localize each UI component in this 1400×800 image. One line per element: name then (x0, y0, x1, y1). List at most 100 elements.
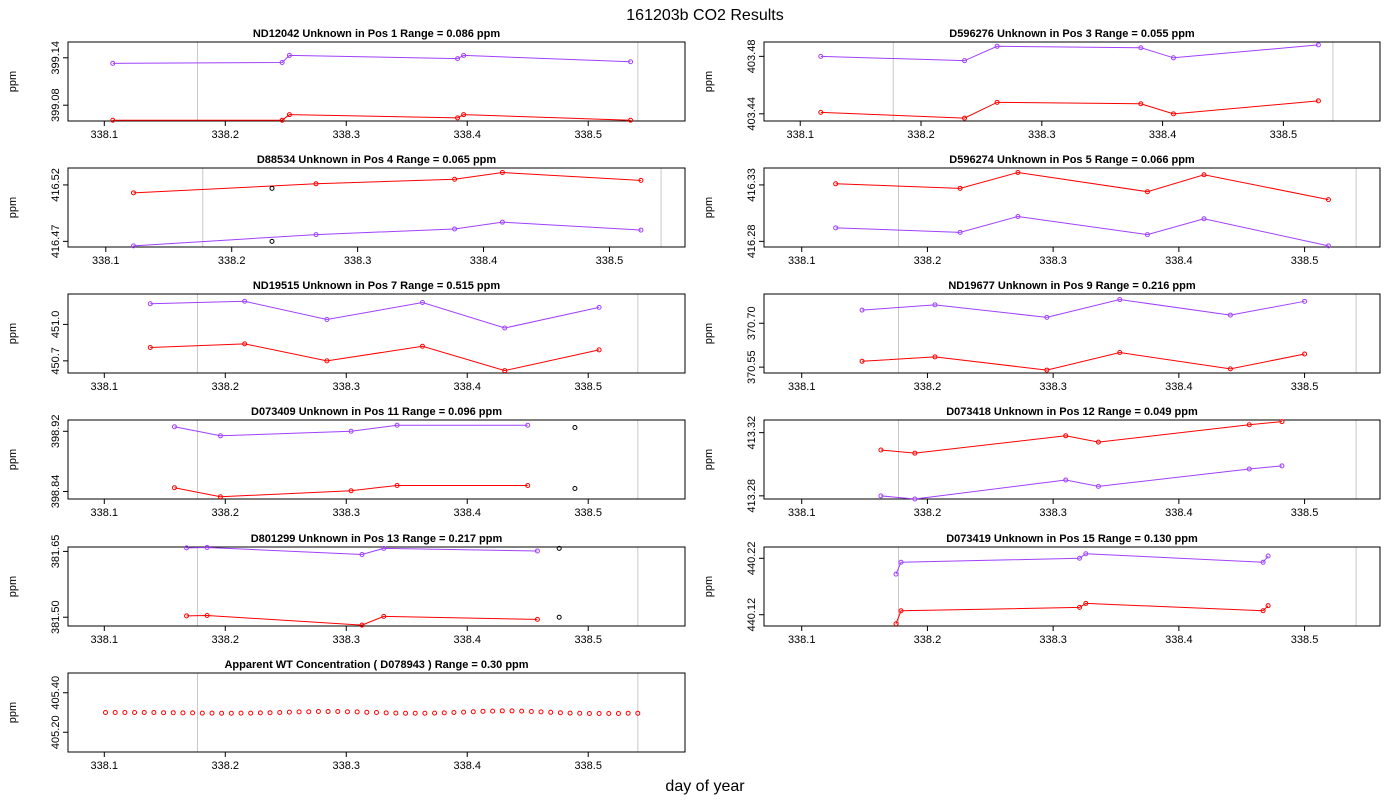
x-tick-label: 338.3 (332, 129, 360, 141)
data-point (878, 447, 884, 453)
data-point (359, 551, 365, 557)
data-point (1077, 604, 1083, 610)
data-point (403, 710, 409, 716)
x-tick-label: 338.2 (218, 255, 246, 267)
data-point (818, 53, 824, 59)
series-line-lower (895, 602, 1269, 624)
data-point (548, 709, 554, 715)
data-point (344, 709, 350, 715)
series-line-upper (880, 421, 1282, 454)
data-point (381, 545, 387, 551)
y-tick-label: 416.28 (746, 225, 758, 259)
plot-frame (763, 419, 1381, 500)
panel-11: Apparent WT Concentration ( D078943 ) Ra… (7, 659, 686, 772)
data-point (596, 304, 602, 310)
y-tick-label: 440.22 (746, 541, 758, 575)
x-tick-label: 338.3 (332, 634, 360, 646)
data-point (1325, 243, 1331, 249)
panel-title: D801299 Unknown in Pos 13 Range = 0.217 … (251, 533, 503, 545)
x-tick-label: 338.3 (1039, 255, 1067, 267)
y-axis-label: ppm (7, 449, 19, 470)
x-tick-label: 338.4 (453, 381, 481, 393)
data-point (151, 710, 157, 715)
plot-frame (67, 167, 686, 248)
x-tick-label: 338.1 (92, 255, 120, 267)
data-point (1279, 463, 1285, 469)
series-line-upper (150, 300, 600, 329)
data-point (451, 710, 457, 715)
data-point (419, 343, 425, 349)
data-point (313, 181, 319, 187)
y-tick-label: 370.70 (746, 306, 758, 340)
data-point (315, 709, 321, 715)
panel-title: D073418 Unknown in Pos 12 Range = 0.049 … (946, 406, 1198, 418)
data-point (452, 226, 458, 232)
x-tick-label: 338.4 (453, 129, 481, 141)
data-point (1044, 314, 1050, 320)
data-point (1201, 216, 1207, 222)
plot-frame (67, 546, 686, 627)
data-point (335, 709, 341, 715)
data-point (1138, 101, 1144, 107)
x-tick-label: 338.4 (1149, 129, 1177, 141)
x-tick-label: 338.3 (1039, 507, 1067, 519)
data-point (1117, 350, 1123, 356)
panel-title: ND19515 Unknown in Pos 7 Range = 0.515 p… (253, 280, 500, 292)
data-point (1138, 45, 1144, 51)
x-tick-label: 338.3 (1039, 381, 1067, 393)
x-tick-label: 338.4 (1165, 634, 1193, 646)
data-point (432, 710, 438, 716)
data-point (184, 613, 190, 619)
x-tick-label: 338.4 (453, 634, 481, 646)
y-axis-label: ppm (7, 323, 19, 344)
data-point (628, 117, 634, 123)
data-point (171, 424, 177, 430)
data-point (180, 710, 186, 716)
x-tick-label: 338.3 (332, 760, 360, 772)
data-point (859, 307, 865, 313)
data-point (502, 325, 508, 331)
data-point (1083, 551, 1089, 557)
series-line-upper (186, 546, 538, 555)
data-point (1170, 111, 1176, 117)
data-point (1063, 477, 1069, 483)
data-point (567, 710, 573, 716)
y-tick-label: 398.84 (50, 475, 62, 509)
data-point (204, 612, 210, 618)
x-tick-label: 338.1 (786, 129, 814, 141)
panel-4: D596274 Unknown in Pos 5 Range = 0.066 p… (703, 154, 1381, 267)
data-point (103, 710, 109, 715)
data-point (141, 710, 147, 715)
data-point (130, 243, 136, 249)
data-point (132, 710, 138, 715)
y-tick-label: 398.92 (50, 414, 62, 448)
data-point (596, 347, 602, 353)
extra-point (269, 238, 275, 244)
x-tick-label: 338.2 (212, 634, 240, 646)
x-tick-label: 338.3 (1028, 129, 1056, 141)
data-point (932, 354, 938, 360)
data-point (586, 710, 592, 716)
data-point (1044, 367, 1050, 373)
data-point (480, 708, 486, 714)
data-point (217, 494, 223, 500)
data-point (625, 710, 631, 716)
y-axis-label: ppm (7, 576, 19, 597)
x-tick-label: 338.2 (907, 129, 935, 141)
data-point (441, 710, 447, 716)
data-point (1315, 98, 1321, 104)
y-tick-label: 416.33 (746, 168, 758, 202)
data-point (577, 710, 583, 716)
y-tick-label: 413.28 (746, 479, 758, 513)
data-point (110, 60, 116, 66)
panel-title: ND19677 Unknown in Pos 9 Range = 0.216 p… (948, 280, 1195, 292)
data-point (383, 710, 389, 716)
data-point (833, 181, 839, 187)
data-point (419, 300, 425, 306)
data-point (962, 115, 968, 121)
plot-frame (763, 41, 1381, 122)
data-point (509, 708, 515, 714)
series-line-lower (174, 484, 528, 498)
panel-title: D596276 Unknown in Pos 3 Range = 0.055 p… (949, 28, 1195, 40)
data-point (1227, 366, 1233, 372)
